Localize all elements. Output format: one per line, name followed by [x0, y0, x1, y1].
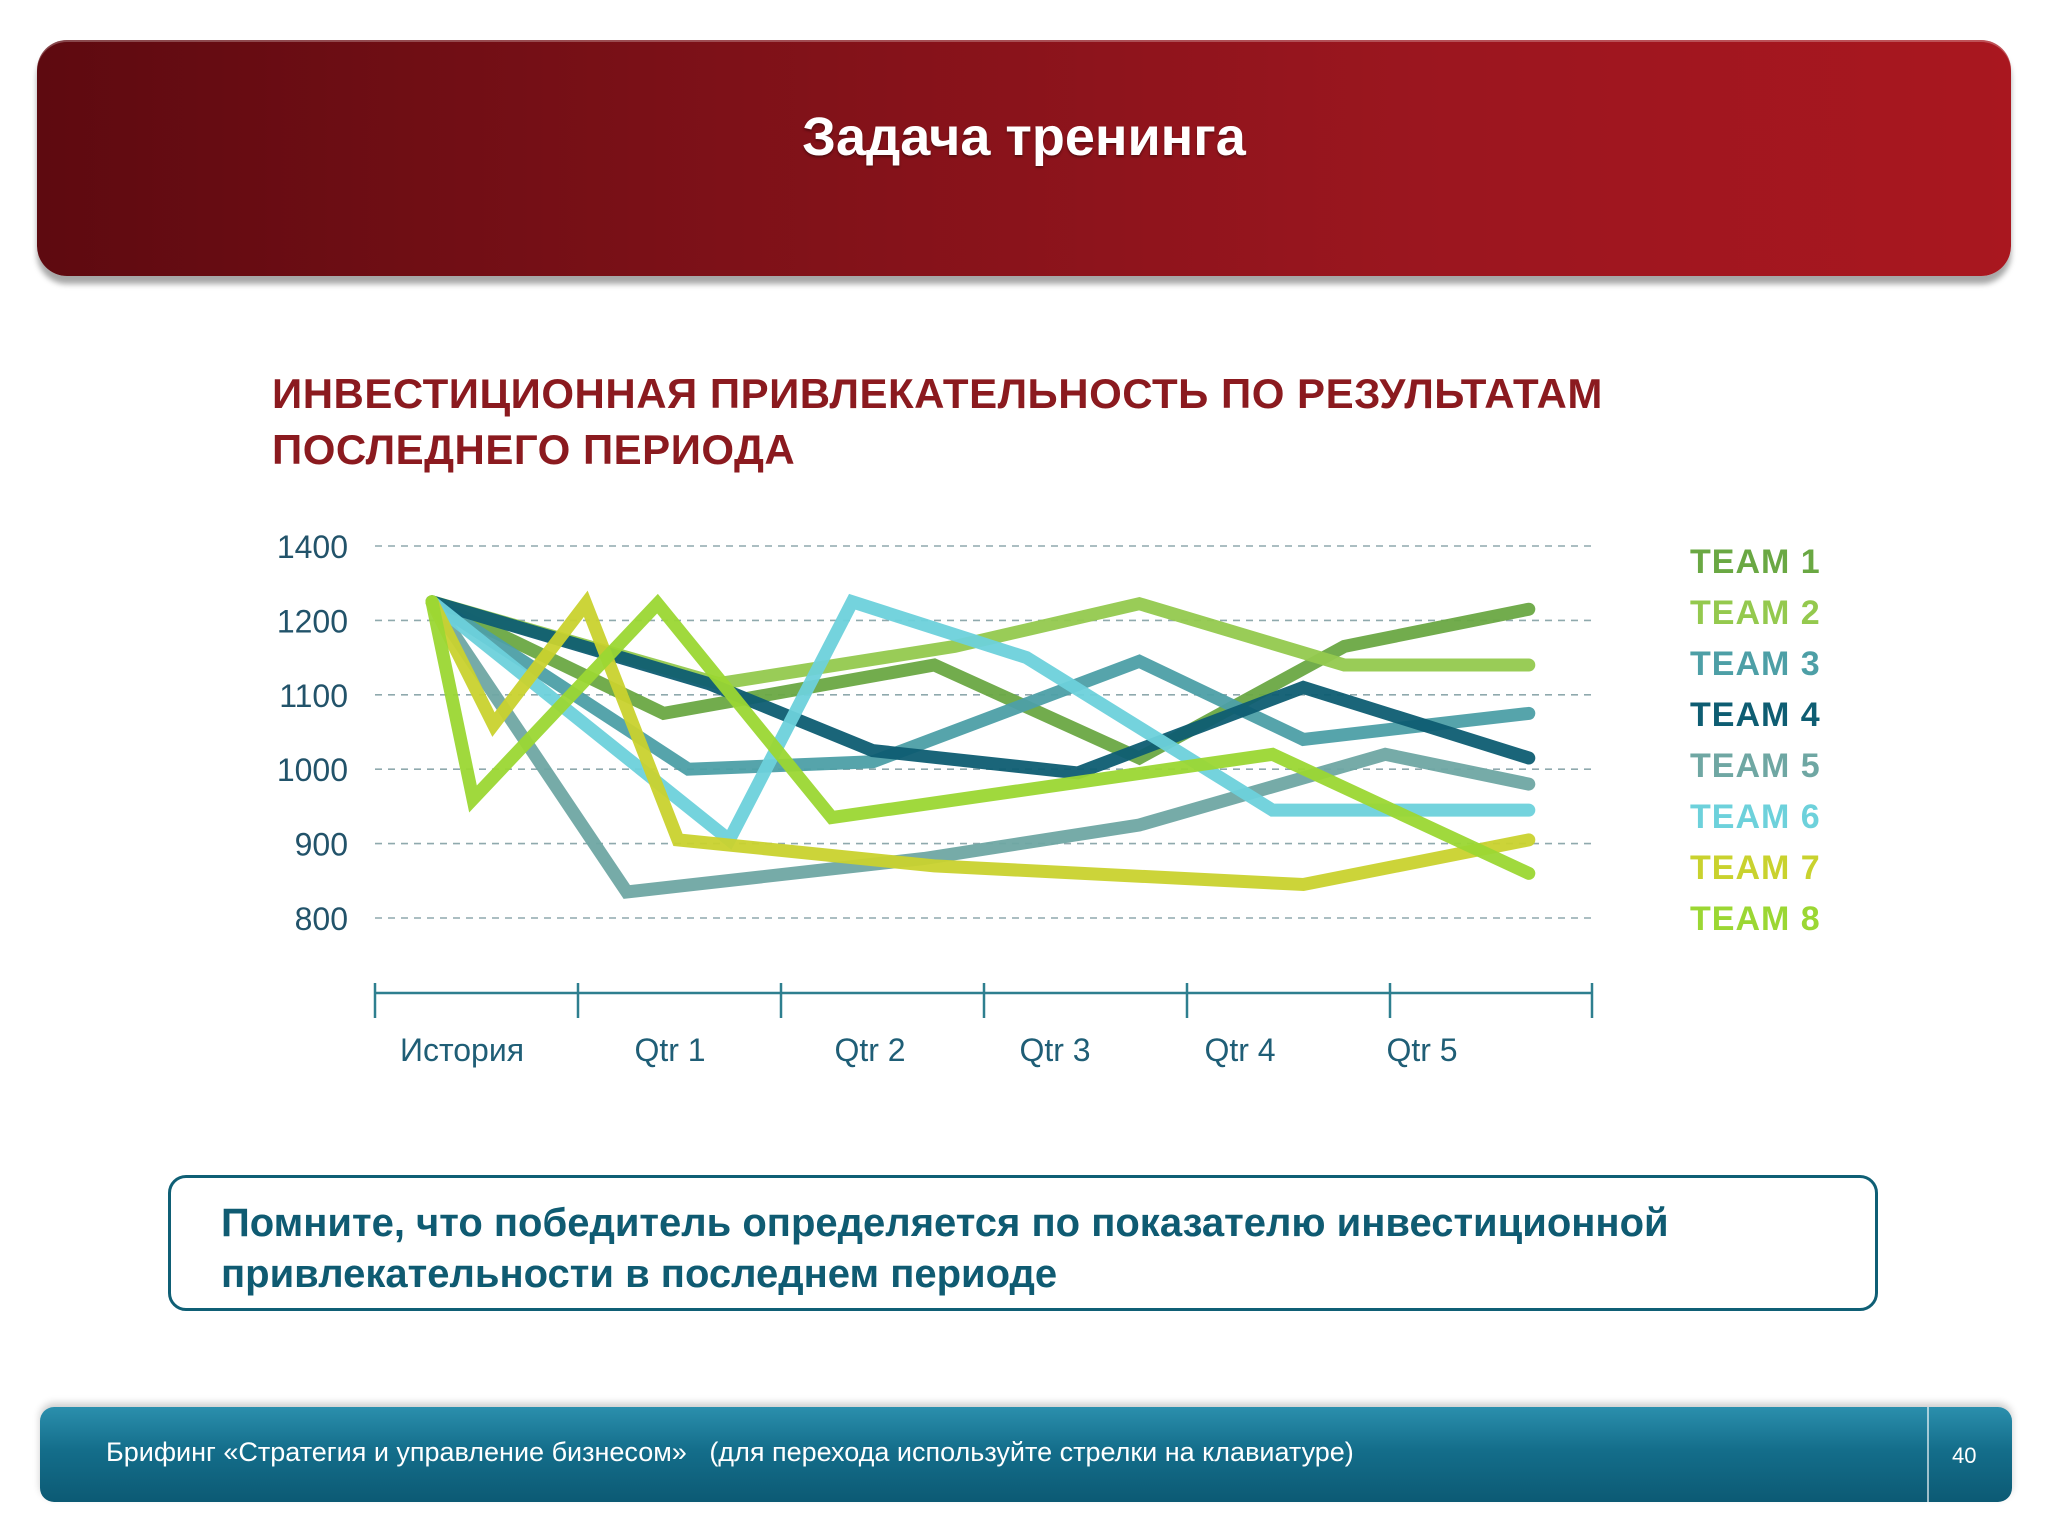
legend-item-team-4: TEAM 4: [1690, 696, 1821, 734]
legend-item-team-1: TEAM 1: [1690, 543, 1821, 581]
legend-item-team-2: TEAM 2: [1690, 594, 1821, 632]
y-tick-label: 900: [295, 827, 348, 863]
legend-item-team-5: TEAM 5: [1690, 747, 1821, 785]
series-line-team-8: [425, 593, 1536, 880]
chart-legend: TEAM 1 TEAM 2 TEAM 3 TEAM 4 TEAM 5 TEAM 6 TEAM…: [1690, 537, 1821, 945]
y-tick-label: 1400: [277, 529, 348, 565]
y-tick-label: 1200: [277, 603, 348, 639]
x-tick-label: Qtr 1: [634, 1032, 705, 1068]
y-tick-label: 1000: [277, 752, 348, 788]
note-line-1: Помните, что победитель определяется по …: [221, 1201, 1669, 1245]
legend-item-team-6: TEAM 6: [1690, 798, 1821, 836]
series-line-team-7: [425, 590, 1536, 892]
x-tick-label: Qtr 5: [1386, 1032, 1457, 1068]
chart-heading-line-1: ИНВЕСТИЦИОННАЯ ПРИВЛЕКАТЕЛЬНОСТЬ ПО РЕЗУ…: [272, 370, 1603, 417]
chart-heading-line-2: ПОСЛЕДНЕГО ПЕРИОДА: [272, 426, 796, 473]
legend-item-team-3: TEAM 3: [1690, 645, 1821, 683]
legend-item-team-7: TEAM 7: [1690, 849, 1821, 887]
footer-divider: [1927, 1407, 1929, 1502]
page-number: 40: [1952, 1443, 1977, 1468]
legend-item-team-8: TEAM 8: [1690, 900, 1821, 938]
x-tick-label: История: [400, 1032, 524, 1068]
y-tick-label: 800: [295, 901, 348, 937]
slide-title: Задача тренинга: [802, 107, 1246, 167]
footer-bar: Брифинг «Стратегия и управление бизнесом…: [40, 1407, 2012, 1502]
x-tick-label: Qtr 4: [1204, 1032, 1275, 1068]
series-line-team-4: [425, 595, 1536, 780]
x-tick-label: Qtr 2: [834, 1032, 905, 1068]
note-line-2: привлекательности в последнем периоде: [221, 1252, 1058, 1296]
note-text: Помните, что победитель определяется по …: [221, 1198, 1861, 1300]
series-line-team-5: [425, 595, 1536, 899]
series-line-team-6: [425, 593, 1536, 850]
x-tick-label: Qtr 3: [1019, 1032, 1090, 1068]
note-box: Помните, что победитель определяется по …: [168, 1175, 1878, 1311]
line-chart: 1400 1200 1100 1000 900 800 История Qtr 1 Qtr 2 Q…: [277, 529, 1594, 1068]
chart-heading: ИНВЕСТИЦИОННАЯ ПРИВЛЕКАТЕЛЬНОСТЬ ПО РЕЗУ…: [272, 366, 1772, 478]
footer-text: Брифинг «Стратегия и управление бизнесом…: [106, 1437, 1354, 1467]
y-tick-label: 1100: [279, 678, 348, 714]
header-bar: [37, 40, 2011, 276]
